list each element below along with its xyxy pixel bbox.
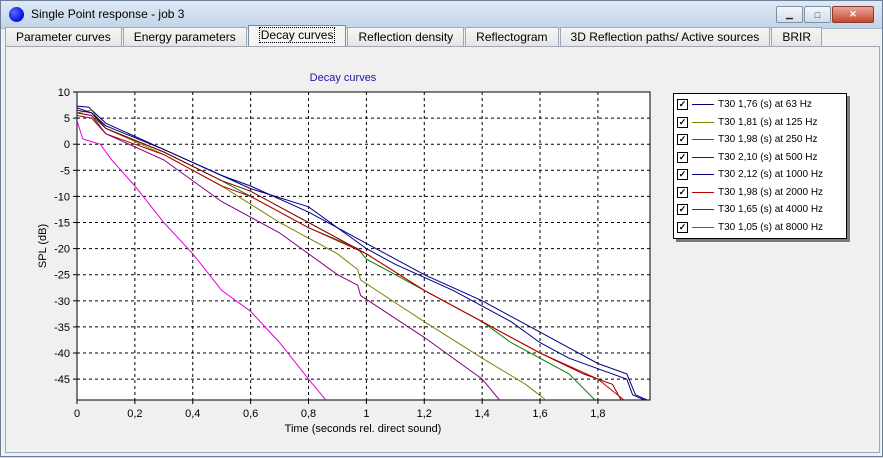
legend-checkbox[interactable]: ✓ xyxy=(677,99,688,110)
chart-title: Decay curves xyxy=(310,72,377,84)
y-tick-label: -40 xyxy=(54,348,70,360)
legend-swatch xyxy=(692,104,714,105)
x-tick-label: 1 xyxy=(363,408,369,420)
legend-label: T30 2,10 (s) at 500 Hz xyxy=(718,151,818,163)
y-tick-label: -20 xyxy=(54,244,70,256)
legend: ✓ T30 1,76 (s) at 63 Hz ✓ T30 1,81 (s) at 1… xyxy=(673,93,847,239)
legend-checkbox[interactable]: ✓ xyxy=(677,204,688,215)
legend-checkbox[interactable]: ✓ xyxy=(677,186,688,198)
legend-swatch xyxy=(692,226,714,228)
y-tick-label: -25 xyxy=(54,270,70,282)
tab-brir[interactable]: BRIR xyxy=(771,27,822,47)
series-group xyxy=(77,105,648,400)
y-tick-label: 10 xyxy=(58,87,70,99)
close-icon[interactable]: ✕ xyxy=(832,6,874,23)
legend-item[interactable]: ✓ T30 1,98 (s) at 2000 Hz xyxy=(677,184,845,201)
y-tick-label: -35 xyxy=(54,322,70,334)
legend-item[interactable]: ✓ T30 2,10 (s) at 500 Hz xyxy=(677,149,845,166)
y-tick-label: -15 xyxy=(54,218,70,230)
legend-label: T30 1,65 (s) at 4000 Hz xyxy=(718,204,824,215)
y-tick-label: 5 xyxy=(64,113,70,125)
legend-label: T30 2,12 (s) at 1000 Hz xyxy=(718,169,824,180)
tab-label: 3D Reflection paths/ Active sources xyxy=(570,30,760,44)
legend-label: T30 1,76 (s) at 63 Hz xyxy=(718,99,812,110)
title-bar: Single Point response - job 3 ▁ □ ✕ xyxy=(1,1,882,29)
x-tick-label: 1,8 xyxy=(590,408,605,420)
x-tick-label: 0 xyxy=(74,408,80,420)
legend-item[interactable]: ✓ T30 1,76 (s) at 63 Hz xyxy=(677,96,845,113)
maximize-icon[interactable]: □ xyxy=(804,6,831,23)
legend-label: T30 1,05 (s) at 8000 Hz xyxy=(718,221,824,233)
x-tick-label: 1,4 xyxy=(475,408,490,420)
minimize-icon[interactable]: ▁ xyxy=(776,6,803,23)
legend-swatch xyxy=(692,156,714,158)
app-icon xyxy=(9,7,24,22)
legend-item[interactable]: ✓ T30 1,98 (s) at 250 Hz xyxy=(677,131,845,148)
legend-label: T30 1,81 (s) at 125 Hz xyxy=(718,116,818,128)
y-tick-label: -45 xyxy=(54,374,70,386)
y-axis-label: SPL (dB) xyxy=(37,224,49,268)
y-tick-label: -30 xyxy=(54,296,70,308)
tab-decay-curves[interactable]: Decay curves xyxy=(247,25,347,47)
tab-bar: Parameter curves Energy parameters Decay… xyxy=(5,25,823,47)
series-line-7 xyxy=(77,120,327,400)
window-title: Single Point response - job 3 xyxy=(31,7,185,21)
tab-label: Parameter curves xyxy=(16,30,111,44)
tab-label: Reflectogram xyxy=(476,30,548,44)
tab-energy-parameters[interactable]: Energy parameters xyxy=(122,27,247,47)
tab-reflectogram[interactable]: Reflectogram xyxy=(465,27,559,47)
y-tick-label: -5 xyxy=(60,165,70,177)
x-axis-label: Time (seconds rel. direct sound) xyxy=(285,423,442,435)
tab-label: Decay curves xyxy=(258,27,336,43)
x-tick-label: 1,2 xyxy=(417,408,432,420)
tab-reflection-density[interactable]: Reflection density xyxy=(347,27,465,47)
tab-3d-reflection-paths[interactable]: 3D Reflection paths/ Active sources xyxy=(559,27,771,47)
tab-parameter-curves[interactable]: Parameter curves xyxy=(5,27,122,47)
legend-checkbox[interactable]: ✓ xyxy=(677,134,688,145)
tab-label: Reflection density xyxy=(358,30,454,44)
legend-swatch xyxy=(692,174,714,175)
y-axis-ticks: 10 5 0 -5 -10 -15 -20 -25 -30 -35 -40 -45 xyxy=(54,87,77,386)
series-line-0 xyxy=(77,105,645,400)
legend-swatch xyxy=(692,191,714,193)
y-tick-label: 0 xyxy=(64,139,70,151)
legend-swatch xyxy=(692,121,714,123)
legend-label: T30 1,98 (s) at 250 Hz xyxy=(718,134,818,145)
y-tick-label: -10 xyxy=(54,191,70,203)
legend-checkbox[interactable]: ✓ xyxy=(677,221,688,233)
x-tick-label: 0,2 xyxy=(127,408,142,420)
legend-item[interactable]: ✓ T30 1,65 (s) at 4000 Hz xyxy=(677,201,845,218)
x-tick-label: 0,6 xyxy=(243,408,258,420)
tab-label: Energy parameters xyxy=(133,30,236,44)
legend-checkbox[interactable]: ✓ xyxy=(677,169,688,180)
x-tick-label: 1,6 xyxy=(532,408,547,420)
legend-checkbox[interactable]: ✓ xyxy=(677,151,688,163)
series-line-4 xyxy=(77,107,648,400)
x-tick-label: 0,4 xyxy=(185,408,200,420)
window-controls: ▁ □ ✕ xyxy=(775,6,874,23)
series-line-6 xyxy=(77,112,500,400)
legend-swatch xyxy=(692,139,714,140)
legend-item[interactable]: ✓ T30 1,05 (s) at 8000 Hz xyxy=(677,219,845,236)
tab-label: BRIR xyxy=(782,30,811,44)
legend-item[interactable]: ✓ T30 2,12 (s) at 1000 Hz xyxy=(677,166,845,183)
legend-swatch xyxy=(692,209,714,210)
legend-label: T30 1,98 (s) at 2000 Hz xyxy=(718,186,824,198)
legend-item[interactable]: ✓ T30 1,81 (s) at 125 Hz xyxy=(677,114,845,131)
legend-checkbox[interactable]: ✓ xyxy=(677,116,688,128)
x-axis-ticks: 0 0,2 0,4 0,6 0,8 1 1,2 1,4 1,6 1,8 xyxy=(74,400,606,420)
x-tick-label: 0,8 xyxy=(301,408,316,420)
